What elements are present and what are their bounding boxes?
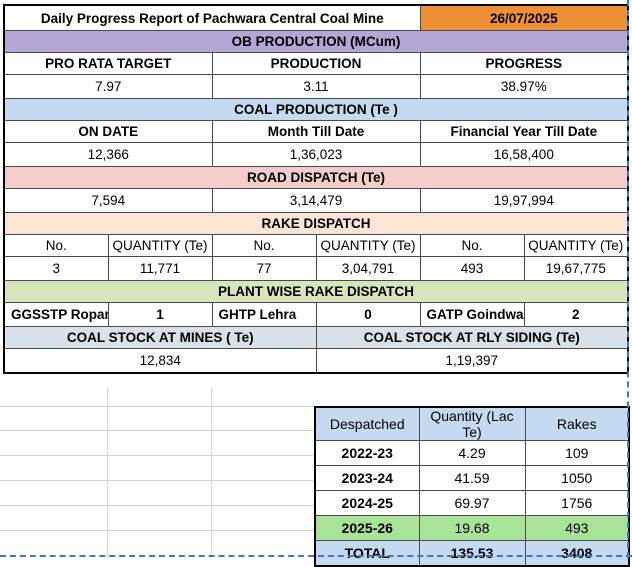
table-row-current-year: 2025-26 19.68 493 [314, 515, 630, 541]
rakes-cell: 1050 [524, 465, 630, 491]
column-header-despatched: Despatched [314, 406, 420, 441]
rake-label-qty: QUANTITY (Te) [523, 234, 629, 257]
ob-value-target: 7.97 [3, 74, 213, 99]
quantity-cell: 69.97 [418, 490, 526, 516]
page-break-vertical [627, 0, 629, 558]
rake-value-qty-month: 3,04,791 [315, 256, 421, 281]
coal-label-on-date: ON DATE [3, 120, 213, 143]
rake-value-qty-day: 11,771 [107, 256, 213, 281]
coal-value-month: 1,36,023 [211, 142, 421, 167]
plant-name: GHTP Lehra [211, 302, 317, 327]
ob-production-header: OB PRODUCTION (MCum) [3, 30, 629, 53]
coal-stock-mines-label: COAL STOCK AT MINES ( Te) [3, 326, 317, 349]
ob-value-production: 3.11 [211, 74, 421, 99]
year-cell: 2024-25 [314, 490, 420, 516]
table-row-total: TOTAL 135.53 3408 [314, 540, 630, 567]
table-row: 2022-23 4.29 109 [314, 440, 630, 466]
plant-rakes: 2 [523, 302, 629, 327]
rake-label-qty: QUANTITY (Te) [315, 234, 421, 257]
ob-label-production: PRODUCTION [211, 52, 421, 75]
ob-label-progress: PROGRESS [419, 52, 629, 75]
column-header-quantity: Quantity (Lac Te) [418, 406, 526, 441]
rake-label-qty: QUANTITY (Te) [107, 234, 213, 257]
coal-stock-mines-value: 12,834 [3, 348, 317, 373]
page-break-horizontal [0, 555, 632, 557]
rake-label-no: No. [419, 234, 525, 257]
rakes-cell: 1756 [524, 490, 630, 516]
year-cell: 2025-26 [314, 515, 420, 541]
rake-value-no-month: 77 [211, 256, 317, 281]
yearly-dispatch-table: Despatched Quantity (Lac Te) Rakes 2022-… [314, 406, 630, 567]
total-rakes: 3408 [524, 540, 630, 567]
coal-label-month: Month Till Date [211, 120, 421, 143]
daily-progress-report: Daily Progress Report of Pachwara Centra… [3, 4, 630, 374]
coal-label-fy: Financial Year Till Date [419, 120, 629, 143]
road-value-month: 3,14,479 [211, 188, 421, 213]
rake-label-no: No. [211, 234, 317, 257]
coal-production-header: COAL PRODUCTION (Te ) [3, 98, 629, 121]
road-dispatch-header: ROAD DISPATCH (Te) [3, 166, 629, 189]
plant-name: GATP Goindwal [419, 302, 525, 327]
report-date: 26/07/2025 [419, 4, 629, 31]
coal-stock-siding-label: COAL STOCK AT RLY SIDING (Te) [315, 326, 629, 349]
rake-value-no-day: 3 [3, 256, 109, 281]
quantity-cell: 4.29 [418, 440, 526, 466]
column-header-rakes: Rakes [524, 406, 630, 441]
plant-wise-header: PLANT WISE RAKE DISPATCH [3, 280, 629, 303]
coal-stock-siding-value: 1,19,397 [315, 348, 629, 373]
report-title: Daily Progress Report of Pachwara Centra… [3, 4, 421, 31]
year-cell: 2023-24 [314, 465, 420, 491]
plant-rakes: 1 [107, 302, 213, 327]
coal-value-on-date: 12,366 [3, 142, 213, 167]
rake-label-no: No. [3, 234, 109, 257]
rakes-cell: 109 [524, 440, 630, 466]
ob-label-target: PRO RATA TARGET [3, 52, 213, 75]
table-row: 2024-25 69.97 1756 [314, 490, 630, 516]
ob-value-progress: 38.97% [419, 74, 629, 99]
rake-value-qty-fy: 19,67,775 [523, 256, 629, 281]
road-value-fy: 19,97,994 [419, 188, 629, 213]
year-cell: 2022-23 [314, 440, 420, 466]
plant-rakes: 0 [315, 302, 421, 327]
total-label: TOTAL [314, 540, 420, 567]
plant-name: GGSSTP Ropar [3, 302, 109, 327]
total-quantity: 135.53 [418, 540, 526, 567]
coal-value-fy: 16,58,400 [419, 142, 629, 167]
quantity-cell: 19.68 [418, 515, 526, 541]
rake-value-no-fy: 493 [419, 256, 525, 281]
table-row: 2023-24 41.59 1050 [314, 465, 630, 491]
quantity-cell: 41.59 [418, 465, 526, 491]
road-value-on-date: 7,594 [3, 188, 213, 213]
rakes-cell: 493 [524, 515, 630, 541]
rake-dispatch-header: RAKE DISPATCH [3, 212, 629, 235]
